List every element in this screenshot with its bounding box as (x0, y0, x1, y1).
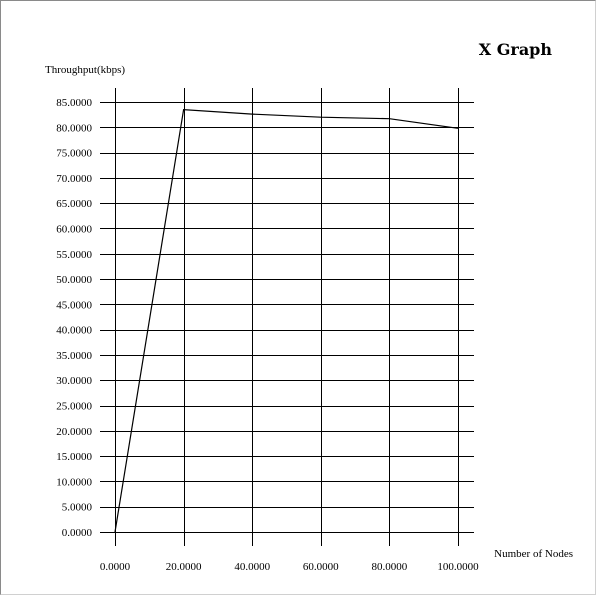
grid (100, 88, 474, 546)
y-tick-labels: 0.0000 5.0000 10.0000 15.0000 20.0000 25.0000… (56, 97, 92, 539)
y-tick-label: 0.0000 (62, 527, 93, 539)
y-tick-label: 35.0000 (56, 350, 92, 362)
y-tick-label: 10.0000 (56, 476, 92, 488)
y-tick-label: 80.0000 (56, 122, 92, 134)
y-tick-label: 70.0000 (56, 173, 92, 185)
y-tick-label: 45.0000 (56, 299, 92, 311)
x-tick-label: 20.0000 (166, 561, 202, 573)
y-tick-label: 65.0000 (56, 198, 92, 210)
x-axis-label: Number of Nodes (494, 548, 573, 560)
y-tick-label: 40.0000 (56, 325, 92, 337)
series-layer (114, 108, 459, 533)
x-tick-label: 100.0000 (437, 561, 479, 573)
y-tick-label: 60.0000 (56, 223, 92, 235)
x-tick-label: 60.0000 (303, 561, 339, 573)
y-tick-label: 15.0000 (56, 451, 92, 463)
y-axis-label: Throughput(kbps) (45, 64, 125, 76)
y-tick-label: 75.0000 (56, 148, 92, 160)
y-tick-label: 25.0000 (56, 401, 92, 413)
x-tick-label: 80.0000 (372, 561, 408, 573)
y-tick-label: 20.0000 (56, 426, 92, 438)
chart-title: X Graph (479, 40, 553, 59)
y-tick-label: 5.0000 (62, 502, 93, 514)
y-tick-label: 55.0000 (56, 249, 92, 261)
series-line (114, 108, 459, 533)
y-tick-label: 50.0000 (56, 274, 92, 286)
x-tick-label: 0.0000 (100, 561, 131, 573)
y-tick-label: 30.0000 (56, 375, 92, 387)
y-tick-label: 85.0000 (56, 97, 92, 109)
x-tick-label: 40.0000 (234, 561, 270, 573)
x-tick-labels: 0.0000 20.0000 40.0000 60.0000 80.0000 100.00… (100, 561, 479, 573)
